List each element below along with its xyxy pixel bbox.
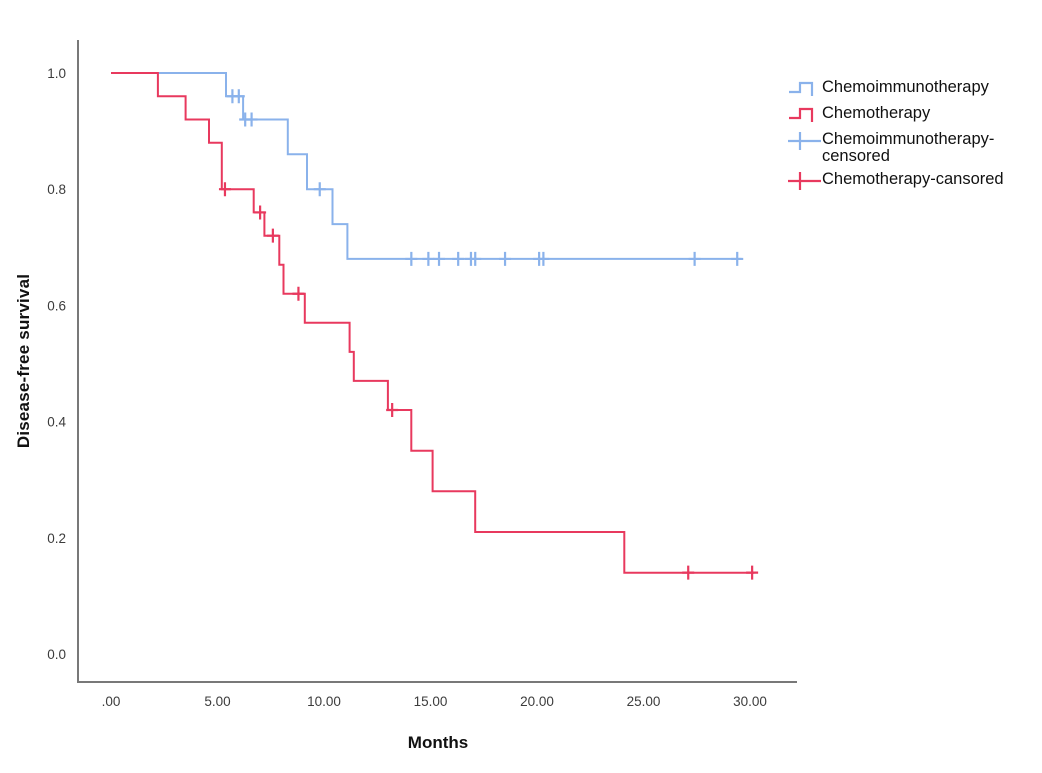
censor-mark-chemotherapy (682, 565, 695, 580)
censor-mark-chemoimmunotherapy (232, 89, 245, 104)
censor-mark-chemotherapy (746, 565, 759, 580)
legend-label: Chemotherapy (822, 104, 931, 122)
y-tick-label: 0.4 (47, 415, 66, 430)
censor-mark-chemoimmunotherapy (731, 251, 744, 266)
censor-mark-chemoimmunotherapy (422, 251, 435, 266)
series-line-chemotherapy (111, 72, 755, 574)
y-tick-label: 0.6 (47, 298, 66, 313)
legend-label: Chemotherapy-cansored (822, 169, 1004, 188)
x-tick-label: 20.00 (520, 694, 554, 709)
y-tick-label: 0.2 (47, 531, 66, 546)
censor-mark-chemoimmunotherapy (452, 251, 465, 266)
x-tick-label: 10.00 (307, 694, 341, 709)
censor-mark-chemoimmunotherapy (245, 112, 258, 127)
censored-plus-icon (788, 171, 821, 190)
x-tick-label: 30.00 (733, 694, 767, 709)
x-tick-label: 5.00 (204, 694, 230, 709)
legend-item: Chemotherapy-cansored (788, 169, 1036, 192)
step-line-icon (789, 107, 814, 122)
series-line-chemoimmunotherapy (111, 72, 742, 260)
x-axis-title: Months (407, 733, 469, 752)
censor-mark-chemotherapy (218, 182, 231, 197)
y-tick-label: 0.8 (47, 182, 66, 197)
censor-mark-chemotherapy (386, 402, 399, 417)
censor-mark-chemoimmunotherapy (313, 182, 326, 197)
censor-mark-chemotherapy (254, 205, 267, 220)
x-tick-label: 25.00 (627, 694, 661, 709)
legend-label: Chemoimmunotherapy (822, 78, 989, 96)
x-tick-label: 15.00 (414, 694, 448, 709)
censor-mark-chemotherapy (292, 286, 305, 301)
censor-mark-chemoimmunotherapy (433, 251, 446, 266)
legend-item: Chemotherapy (788, 104, 1036, 126)
x-tick-label: .00 (102, 694, 121, 709)
censor-mark-chemoimmunotherapy (469, 251, 482, 266)
censor-mark-chemoimmunotherapy (688, 251, 701, 266)
censor-mark-chemoimmunotherapy (499, 251, 512, 266)
censor-mark-chemoimmunotherapy (537, 251, 550, 266)
legend-item: Chemoimmunotherapy-censored (788, 130, 1036, 166)
legend-item: Chemoimmunotherapy (788, 78, 1036, 100)
censored-plus-icon (788, 132, 821, 150)
y-axis-title: Disease-free survival (14, 273, 33, 449)
y-tick-label: 0.0 (47, 647, 66, 662)
censor-mark-chemoimmunotherapy (405, 251, 418, 266)
step-line-icon (789, 81, 814, 96)
legend-label: Chemoimmunotherapy-censored (822, 130, 995, 166)
legend: Chemoimmunotherapy Chemotherapy Chemoimmun… (788, 78, 1036, 192)
censor-mark-chemotherapy (266, 228, 279, 243)
y-tick-label: 1.0 (47, 66, 66, 81)
